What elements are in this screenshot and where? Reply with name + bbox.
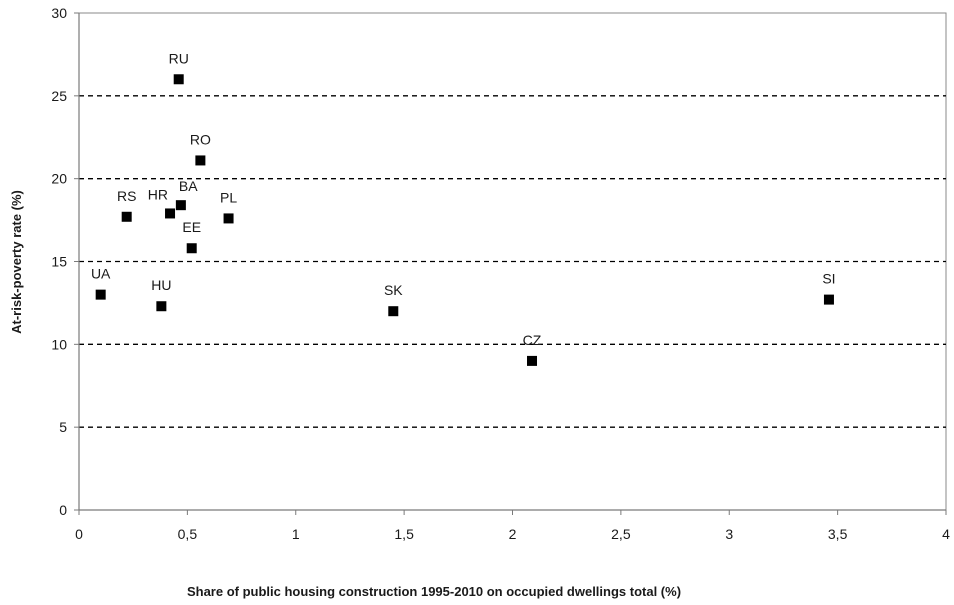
data-point-rs	[121, 211, 132, 222]
x-tick-label: 2,5	[611, 526, 631, 542]
data-point-sk	[388, 306, 399, 317]
grid-lines	[79, 95, 946, 428]
y-tick-label: 25	[51, 88, 67, 104]
y-tick-label: 0	[59, 502, 67, 518]
data-point-cz	[527, 355, 538, 366]
x-axis-title: Share of public housing construction 199…	[187, 584, 681, 599]
data-point-ru	[173, 74, 184, 85]
data-point-ee	[186, 243, 197, 254]
x-tick-label: 4	[942, 526, 950, 542]
y-axis-ticks: 0 5 10 15 20 25 30	[51, 5, 79, 518]
point-label-cz: CZ	[523, 332, 542, 348]
point-label-sk: SK	[384, 282, 403, 298]
x-tick-label: 3	[725, 526, 733, 542]
data-point-pl	[223, 213, 234, 224]
point-label-ba: BA	[179, 178, 198, 194]
x-axis-ticks: 0 0,5 1 1,5 2 2,5 3 3,5 4	[75, 510, 950, 542]
data-point-si	[823, 294, 834, 305]
point-label-si: SI	[822, 271, 835, 287]
x-tick-label: 2	[509, 526, 517, 542]
x-tick-label: 1	[292, 526, 300, 542]
point-label-hu: HU	[151, 277, 171, 293]
data-point-hu	[156, 301, 167, 312]
y-tick-label: 5	[59, 419, 67, 435]
point-label-ee: EE	[182, 219, 201, 235]
y-tick-label: 20	[51, 171, 67, 187]
y-tick-label: 30	[51, 5, 67, 21]
y-tick-label: 15	[51, 254, 67, 270]
data-point-ba	[175, 200, 186, 211]
y-axis-title: At-risk-poverty rate (%)	[9, 190, 24, 334]
data-points: RU RO RS HR BA PL EE UA HU SK CZ SI	[91, 50, 836, 366]
x-tick-label: 3,5	[828, 526, 848, 542]
y-tick-label: 10	[51, 336, 67, 352]
data-point-ro	[195, 155, 206, 166]
x-tick-label: 0,5	[178, 526, 198, 542]
point-label-ro: RO	[190, 131, 211, 147]
point-label-hr: HR	[148, 186, 168, 202]
x-tick-label: 0	[75, 526, 83, 542]
x-tick-label: 1,5	[394, 526, 414, 542]
point-label-pl: PL	[220, 189, 237, 205]
data-point-hr	[165, 208, 176, 219]
point-label-ua: UA	[91, 266, 111, 282]
point-label-ru: RU	[169, 50, 189, 66]
point-label-rs: RS	[117, 188, 136, 204]
data-point-ua	[95, 289, 106, 300]
